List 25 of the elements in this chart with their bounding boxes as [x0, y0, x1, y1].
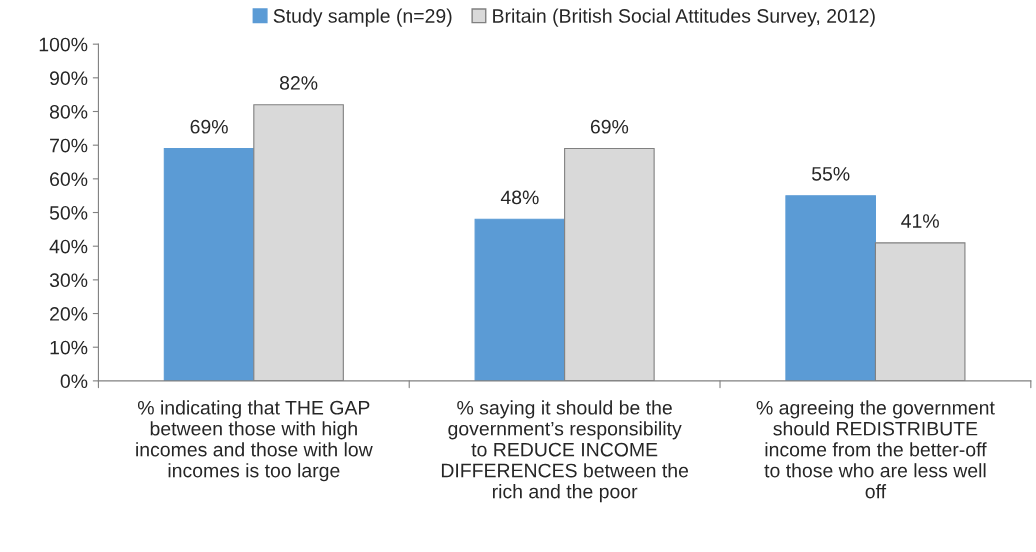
data-label: 55%	[811, 167, 850, 181]
data-label: 69%	[590, 119, 629, 134]
bar	[785, 195, 876, 381]
y-tick-label: 0%	[60, 374, 88, 389]
y-tick-label: 40%	[49, 239, 88, 254]
legend-label: Study sample (n=29)	[273, 8, 452, 27]
data-label: 69%	[190, 119, 228, 134]
y-tick-label: 50%	[49, 205, 88, 220]
bar	[163, 147, 255, 381]
legend-label: Britain (British Social Attitudes Survey, 2012)	[493, 8, 875, 27]
data-label: 82%	[279, 76, 318, 90]
data-label: 41%	[901, 214, 939, 228]
x-tick-label: % agreeing the government should REDISTRIBUTE income from the better-off to those who are less well off	[756, 400, 995, 499]
bar	[474, 218, 566, 381]
y-tick-label: 70%	[50, 138, 88, 153]
y-tick-label: 90%	[50, 71, 88, 86]
x-tick-label: % saying it should be the government’s responsibility to REDUCE INCOME DIFFERENCES between the rich and the poor	[441, 400, 689, 503]
x-tick-label: % indicating that THE GAP between those with high incomes and those with low incomes is too large	[136, 400, 373, 482]
y-tick-label: 60%	[50, 172, 88, 187]
y-tick-label: 20%	[50, 307, 88, 321]
y-tick-label: 30%	[49, 273, 88, 288]
y-tick-label: 10%	[50, 340, 88, 355]
y-tick-label: 80%	[49, 104, 88, 119]
y-tick-label: 100%	[39, 37, 88, 52]
data-label: 48%	[500, 190, 539, 205]
